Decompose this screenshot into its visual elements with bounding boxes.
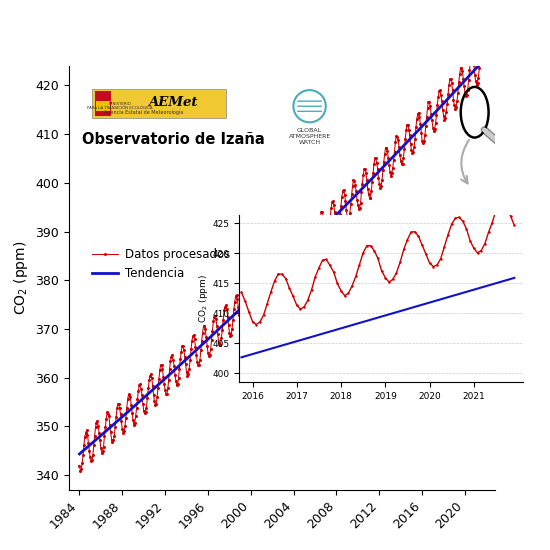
Datos procesados [290,267,297,273]
Datos procesados [420,140,426,146]
Tendencia [419,123,426,129]
Bar [92,89,227,118]
Datos procesados [480,41,486,47]
Bar [95,91,111,116]
Legend: Datos procesados, Tendencia: Datos procesados, Tendencia [87,244,235,285]
Text: Observatorio de Izaña: Observatorio de Izaña [81,131,265,147]
Text: AEMet: AEMet [148,96,198,109]
Datos procesados [482,59,489,66]
Circle shape [293,90,326,122]
FancyArrowPatch shape [461,140,469,183]
Tendencia [76,450,82,457]
Text: Agencia Estatal de Meteorología: Agencia Estatal de Meteorología [103,109,183,115]
Tendencia [482,54,489,61]
Text: GLOBAL
ATMOSPHERE
WATCH: GLOBAL ATMOSPHERE WATCH [288,128,331,145]
Datos procesados [276,252,283,258]
Text: MINISTERIO
PARA LA TRANSICIÓN ECOLÓGICA: MINISTERIO PARA LA TRANSICIÓN ECOLÓGICA [87,102,153,111]
Tendencia [282,262,289,268]
Tendencia [289,255,296,261]
Y-axis label: CO$_2$ (ppm): CO$_2$ (ppm) [197,274,210,323]
Tendencia [275,269,282,276]
Datos procesados [441,113,447,119]
Bar [96,101,110,111]
Datos procesados [77,468,84,474]
Tendencia [255,289,261,295]
Datos procesados [76,463,82,469]
Line: Tendencia: Tendencia [79,58,486,454]
Line: Datos procesados: Datos procesados [78,43,487,472]
Y-axis label: CO$_2$ (ppm): CO$_2$ (ppm) [12,240,30,315]
Datos procesados [256,275,262,282]
Datos procesados [283,265,290,271]
Tendencia [439,101,446,108]
